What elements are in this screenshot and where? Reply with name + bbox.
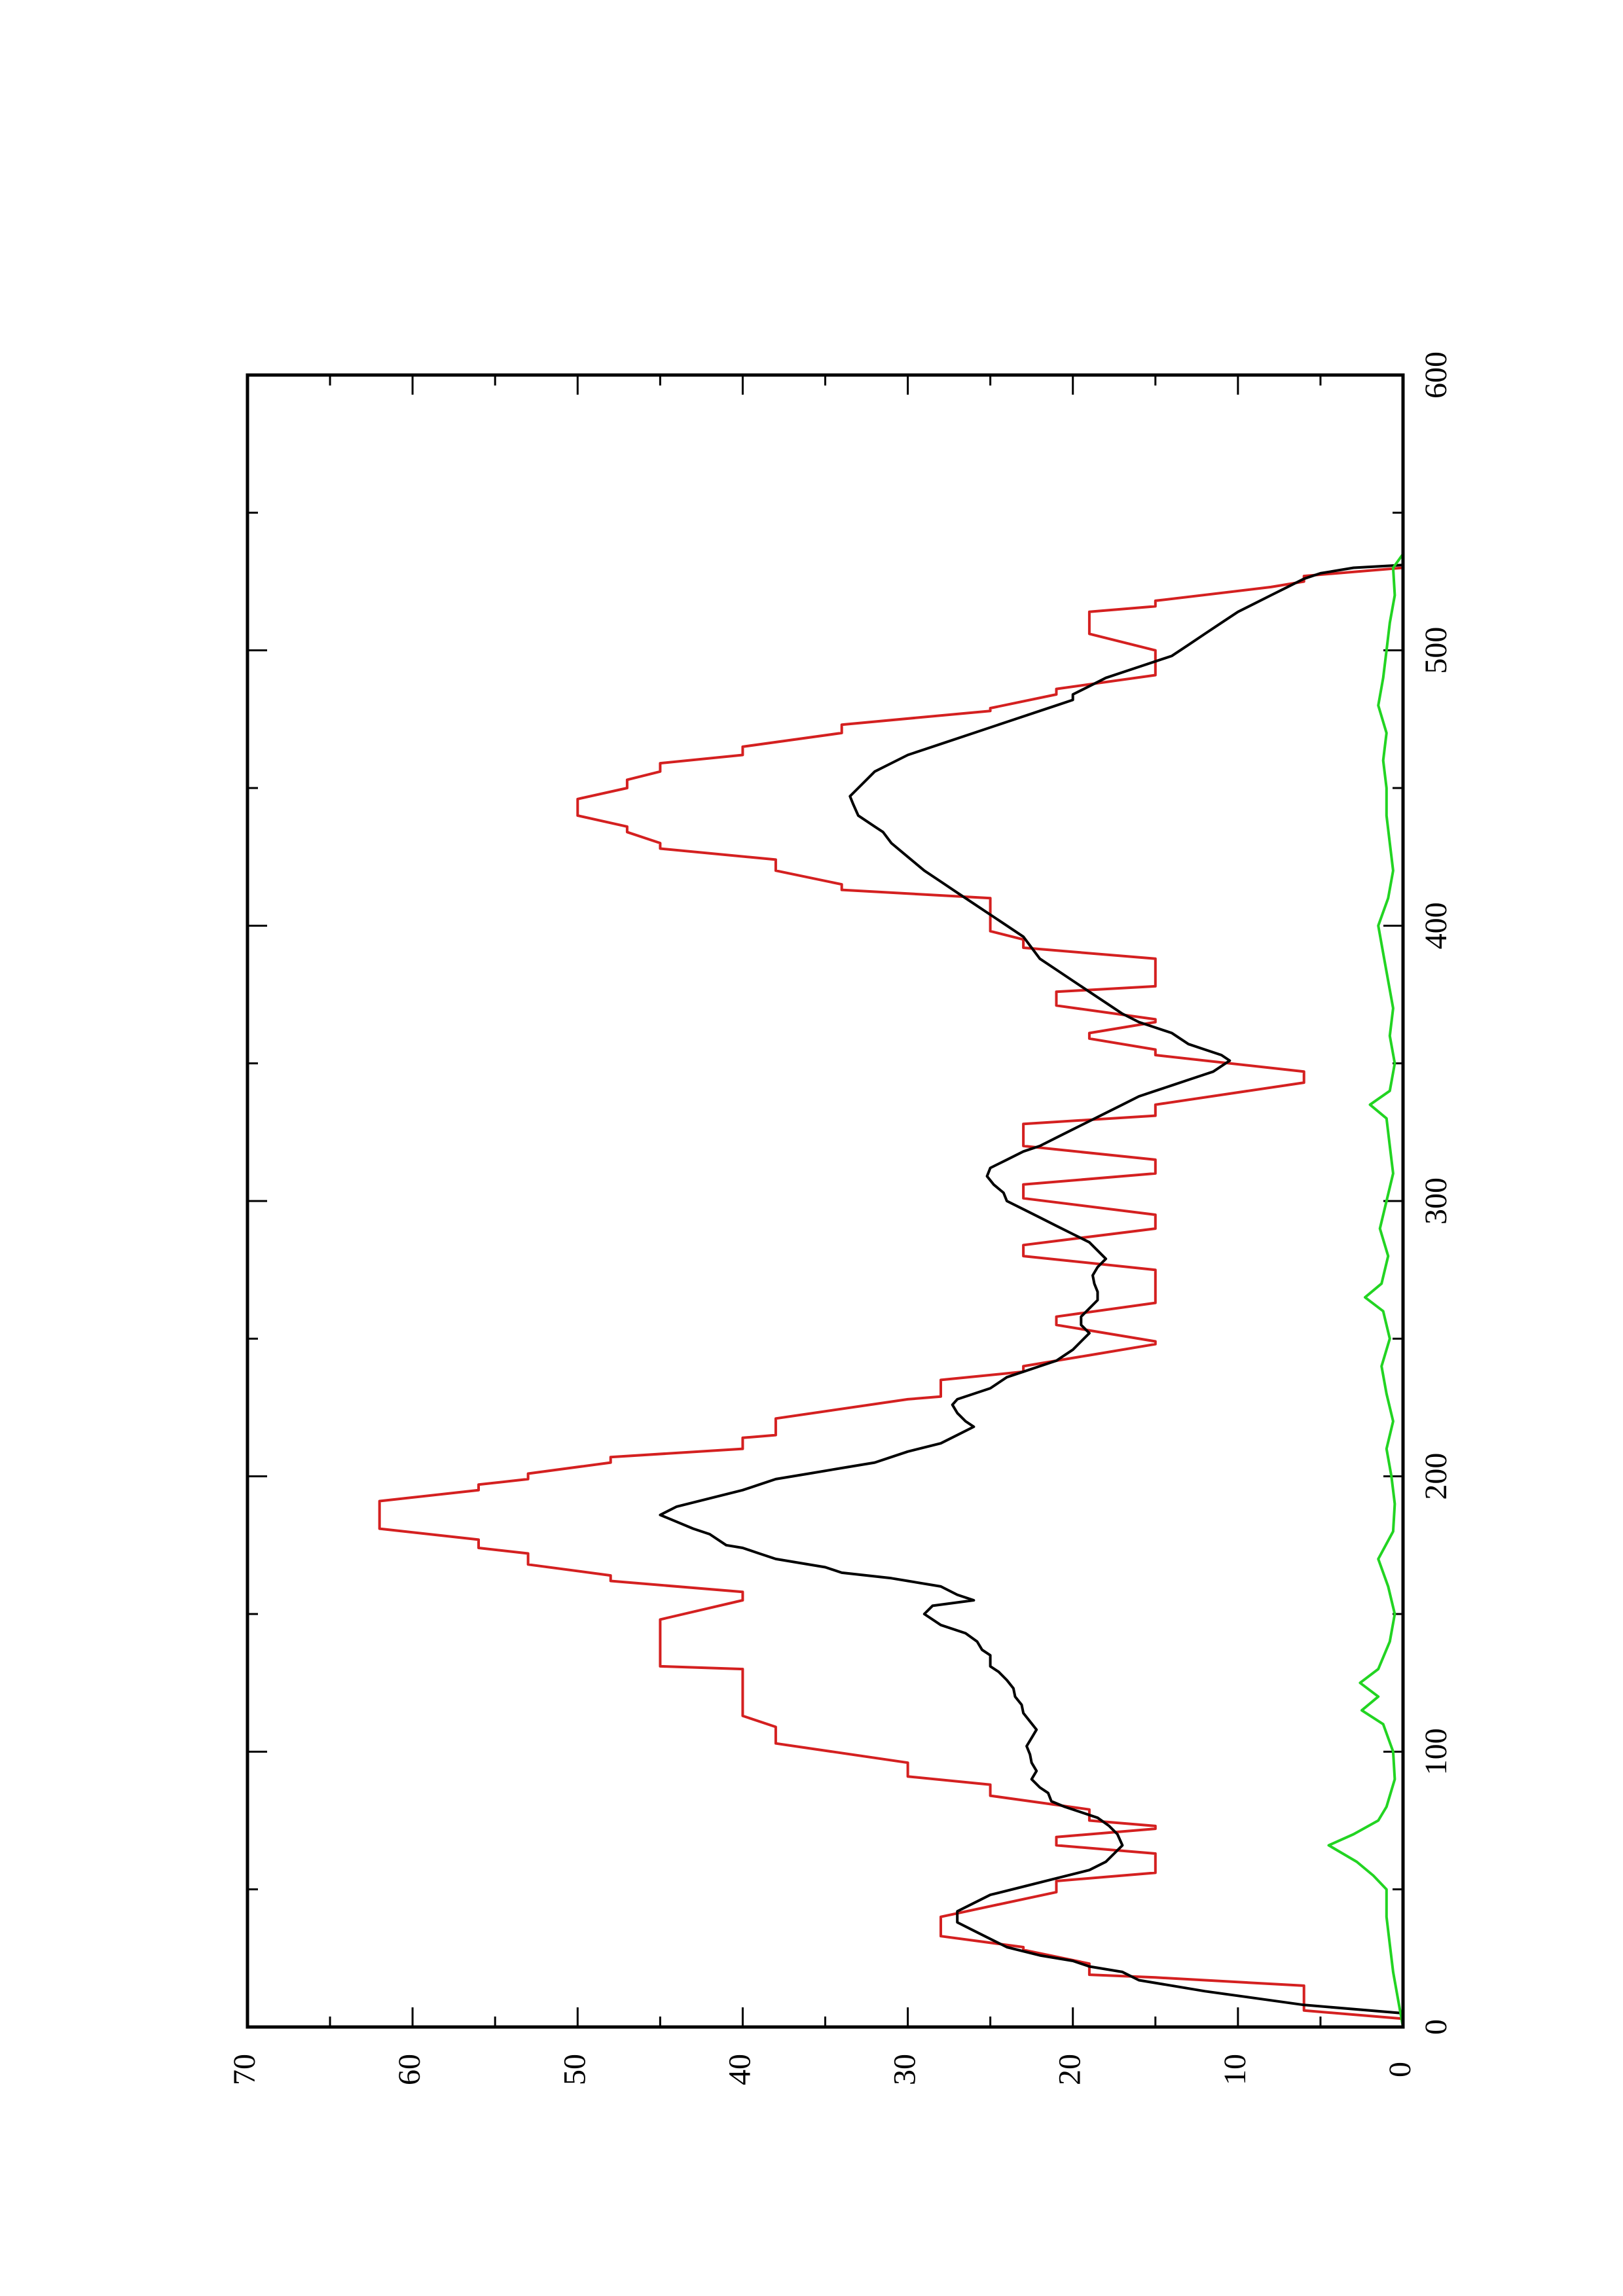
x-tick-label: 600	[1419, 351, 1453, 399]
x-tick-label: 300	[1419, 1177, 1453, 1225]
x-tick-label: 0	[1419, 2019, 1453, 2035]
y-tick-label: 70	[227, 2054, 262, 2085]
series-line-2	[659, 564, 1404, 2015]
y-tick-label: 10	[1218, 2054, 1252, 2085]
tick-labels: 0 100 200 300 400 500 600 0 10 20 30 40 50 60 70	[227, 351, 1453, 2085]
y-tick-label: 40	[722, 2054, 757, 2085]
y-tick-label: 50	[557, 2054, 592, 2085]
x-tick-label: 400	[1419, 902, 1453, 949]
series-lines	[378, 375, 1404, 2028]
series-line-3	[1327, 553, 1404, 2028]
x-tick-label: 500	[1419, 627, 1453, 674]
x-tick-label: 200	[1419, 1453, 1453, 1500]
series-line-1	[378, 375, 1404, 2027]
y-tick-label: 0	[1383, 2062, 1417, 2077]
plot-frame	[246, 373, 1405, 2029]
y-tick-label: 30	[888, 2054, 922, 2085]
y-tick-label: 20	[1053, 2054, 1087, 2085]
x-tick-label: 100	[1419, 1728, 1453, 1775]
y-tick-label: 60	[392, 2054, 427, 2085]
